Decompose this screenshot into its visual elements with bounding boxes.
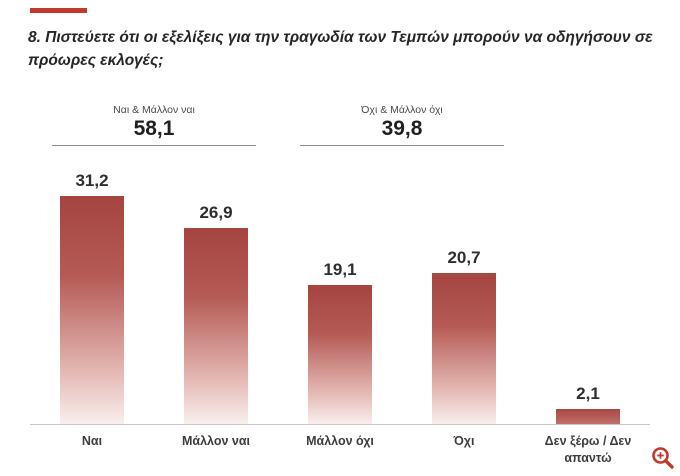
group-value: 39,8 [381,117,423,140]
accent-bar [30,8,87,13]
bar-value-label: 26,9 [199,203,233,222]
category-label: Ναι [81,434,103,448]
category-label: Δεν ξέρω / Δεν απαντώ [544,434,632,465]
group-label: Όχι & Μάλλον όχι [361,104,443,116]
page-title: 8. Πιστεύετε ότι οι εξελίξεις για την τρ… [28,29,653,70]
bar-column: 2,1 [526,384,650,424]
category-labels: Ναι Μάλλον ναι Μάλλον όχι Όχι Δεν ξέρω / Δεν… [30,424,650,467]
bar-column: 19,1 [278,260,402,424]
bars-area: 31,2 26,9 19,1 20,7 2,1 [30,164,650,424]
bar-value-label: 2,1 [576,384,600,403]
bar [556,409,620,424]
category-label: Μάλλον ναι [181,434,251,448]
group-underline [300,145,504,146]
bar-value-label: 31,2 [75,171,109,190]
category-label: Όχι [453,434,475,448]
group-value: 58,1 [133,117,175,140]
group-headers: Ναι & Μάλλον ναι 58,1 Όχι & Μάλλον όχι 3… [30,104,650,164]
bar [432,273,496,424]
bar-column: 20,7 [402,248,526,424]
bar-column: 26,9 [154,203,278,424]
bar-column: 31,2 [30,171,154,424]
group-header-yes: Ναι & Μάλλον ναι 58,1 [30,104,278,164]
bar [308,285,372,424]
bar-value-label: 19,1 [323,260,357,279]
group-underline [52,145,256,146]
bar-chart: Ναι & Μάλλον ναι 58,1 Όχι & Μάλλον όχι 3… [30,104,650,467]
bar-value-label: 20,7 [447,248,481,267]
zoom-icon[interactable] [650,445,676,471]
group-header-no: Όχι & Μάλλον όχι 39,8 [278,104,526,164]
bar [184,228,248,424]
group-label: Ναι & Μάλλον ναι [113,104,195,116]
category-label: Μάλλον όχι [306,434,374,448]
bar [60,196,124,424]
